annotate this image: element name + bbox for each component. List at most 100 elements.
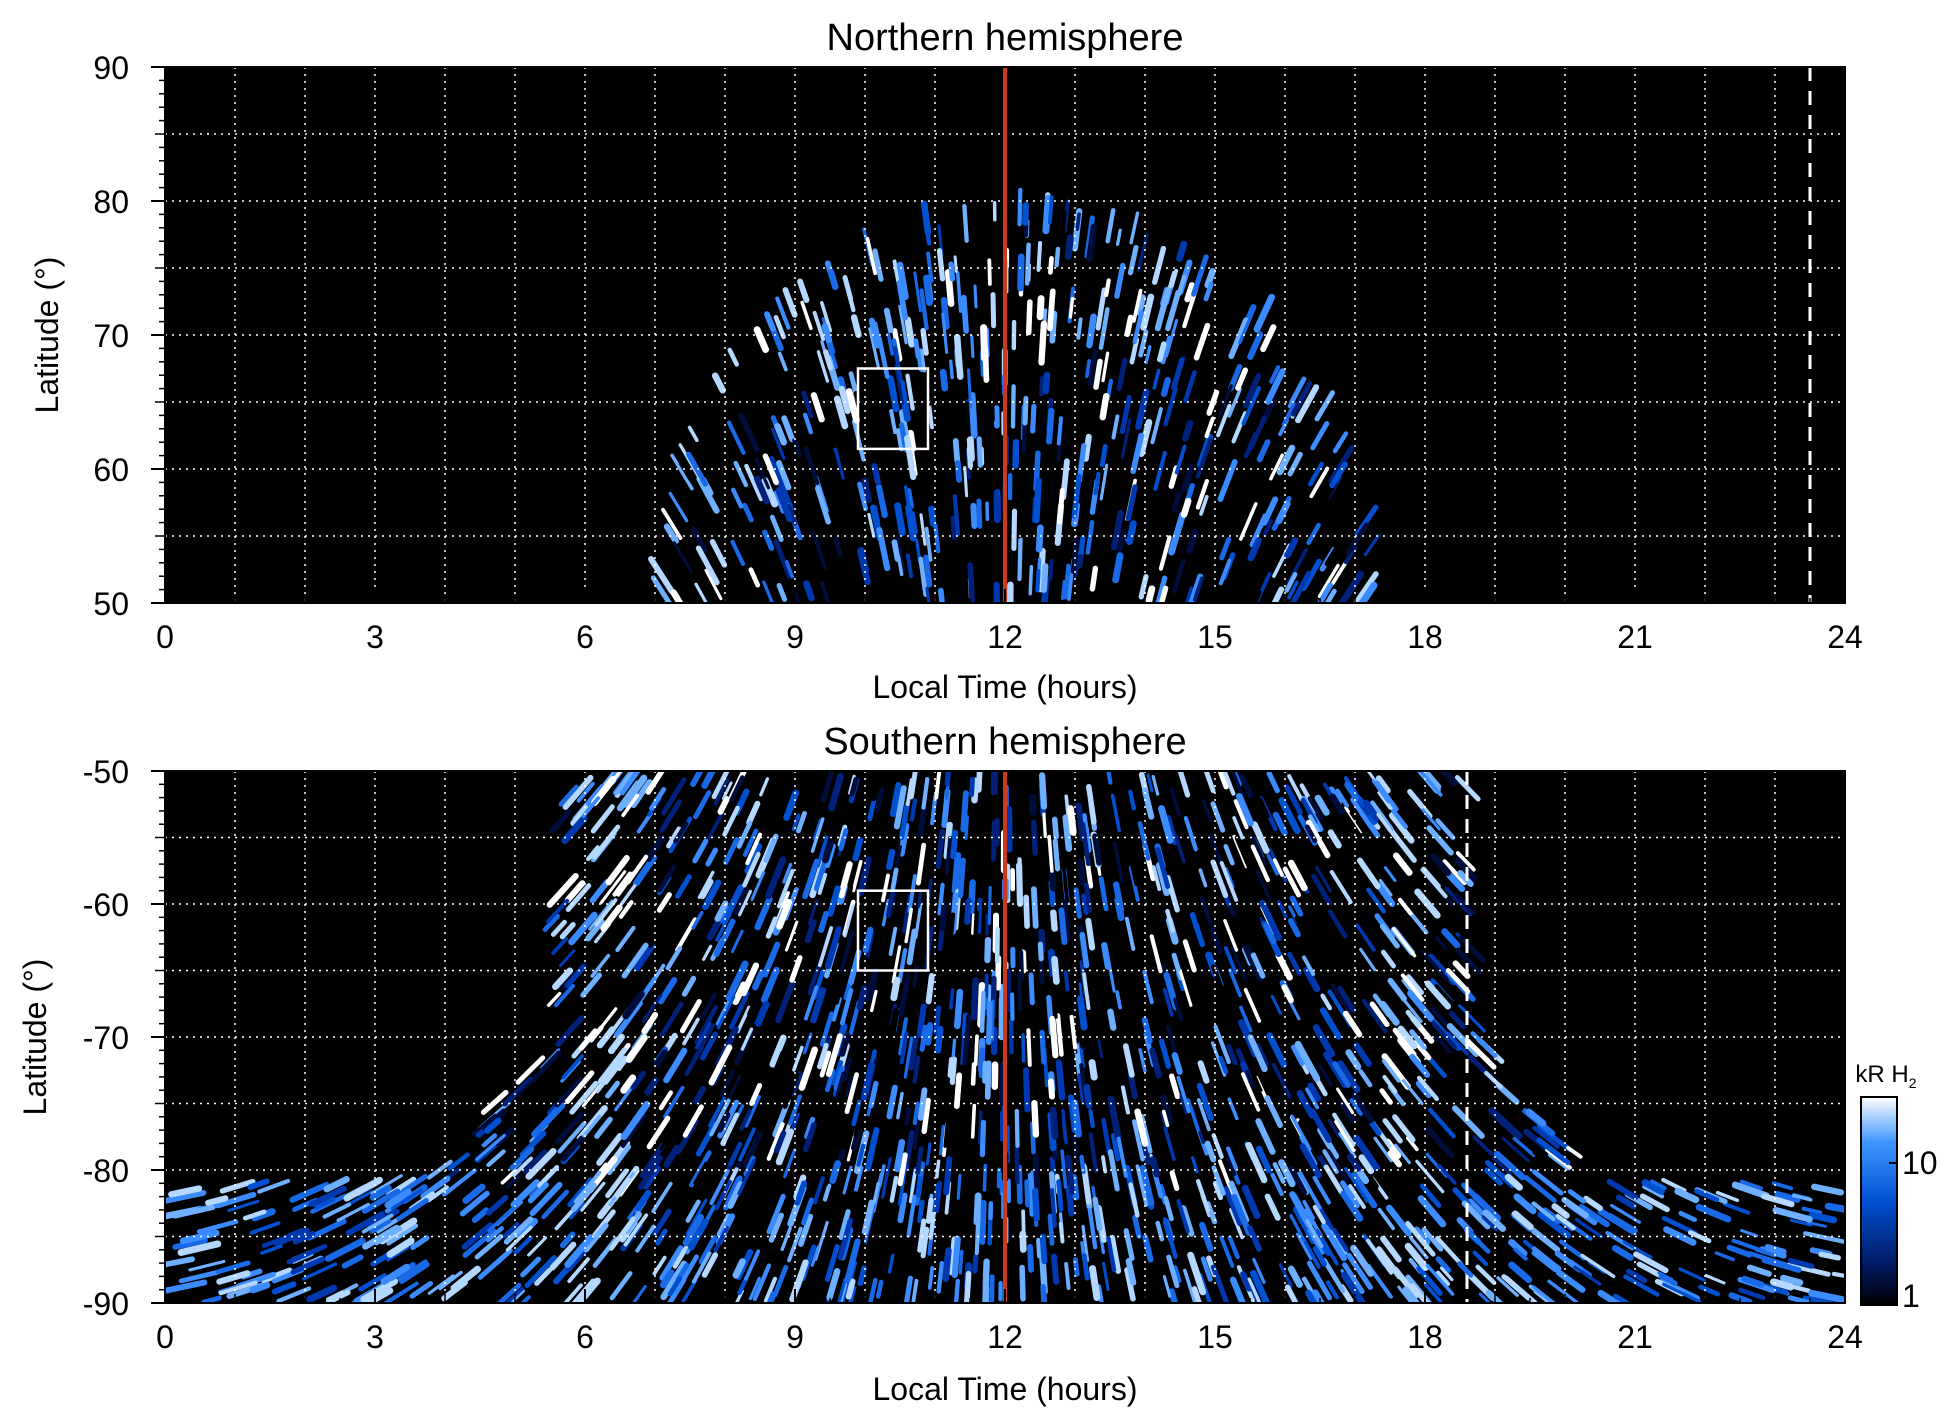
north-heatmap-streak: [1348, 588, 1362, 603]
south-heatmap-streak: [1088, 1108, 1095, 1129]
south-heatmap-streak: [736, 1005, 751, 1034]
south-heatmap-streak: [1284, 784, 1303, 816]
south-heatmap-streak: [1350, 1244, 1374, 1277]
south-heatmap-streak: [854, 1165, 864, 1192]
south-heatmap-streak: [804, 1116, 816, 1140]
south-heatmap-streak: [906, 928, 918, 966]
south-heatmap-streak: [1210, 1041, 1227, 1077]
south-heatmap-streak: [1761, 1257, 1802, 1273]
south-heatmap-streak: [516, 1074, 539, 1097]
north-heatmap-streak: [875, 484, 888, 519]
north-heatmap-streak: [1231, 514, 1246, 541]
south-heatmap-streak: [396, 1198, 429, 1222]
south-heatmap-streak: [1434, 984, 1459, 1010]
south-heatmap-streak: [810, 987, 827, 1024]
south-heatmap-streak: [648, 926, 664, 949]
south-heatmap-streak: [1431, 1021, 1458, 1050]
north-heatmap-streak: [953, 255, 958, 273]
south-heatmap-streak: [1312, 1024, 1336, 1058]
south-heatmap-streak: [1107, 1149, 1120, 1192]
south-heatmap-streak: [891, 945, 902, 984]
south-heatmap-streak: [743, 1155, 756, 1177]
south-heatmap-streak: [1472, 1250, 1489, 1267]
north-heatmap-streak: [803, 446, 820, 486]
north-xlabel: Local Time (hours): [873, 669, 1138, 705]
south-heatmap-streak: [652, 1208, 672, 1236]
south-heatmap-streak: [867, 1277, 878, 1303]
south-heatmap-streak: [685, 1199, 701, 1223]
south-heatmap-streak: [1190, 1156, 1199, 1174]
south-heatmap-streak: [720, 1112, 740, 1147]
south-heatmap-streak: [713, 778, 730, 806]
south-heatmap-streak: [886, 1084, 898, 1120]
south-heatmap-streak: [1787, 1258, 1815, 1269]
south-heatmap-streak: [1299, 1143, 1322, 1179]
south-heatmap-streak: [915, 1176, 923, 1198]
south-heatmap-streak: [708, 1044, 733, 1086]
south-heatmap-streak: [1326, 1224, 1348, 1255]
south-heatmap-streak: [1791, 1193, 1813, 1202]
south-heatmap-streak: [1017, 857, 1023, 895]
north-heatmap-streak: [1075, 212, 1081, 231]
south-heatmap-streak: [276, 1286, 312, 1303]
south-heatmap-streak: [1036, 1237, 1042, 1259]
south-heatmap-streak: [765, 856, 787, 900]
south-heatmap-streak: [1048, 976, 1055, 1008]
north-heatmap-streak: [1354, 504, 1379, 537]
south-heatmap-streak: [621, 793, 640, 818]
south-heatmap-streak: [875, 1279, 884, 1299]
south-heatmap-streak: [1463, 1226, 1491, 1254]
south-heatmap-streak: [1361, 1136, 1376, 1156]
south-heatmap-streak: [927, 1266, 935, 1290]
north-heatmap-streak: [1176, 274, 1187, 297]
north-heatmap-streak: [903, 485, 913, 519]
south-heatmap-streak: [1055, 1059, 1066, 1101]
south-heatmap-streak: [834, 965, 849, 1005]
south-heatmap-streak: [1303, 967, 1321, 992]
south-heatmap-streak: [834, 1071, 845, 1100]
south-heatmap-streak: [825, 946, 836, 970]
south-heatmap-streak: [639, 1142, 666, 1179]
south-heatmap-streak: [803, 985, 819, 1021]
south-heatmap-streak: [512, 1156, 533, 1177]
south-heatmap-streak: [1038, 772, 1048, 810]
south-heatmap-streak: [1362, 799, 1380, 822]
south-heatmap-streak: [1808, 1211, 1838, 1224]
south-heatmap-streak: [1764, 1244, 1787, 1255]
south-heatmap-streak: [969, 776, 975, 798]
south-heatmap-streak: [1037, 941, 1044, 962]
south-heatmap-streak: [1124, 1267, 1136, 1302]
south-heatmap-streak: [1338, 1131, 1357, 1159]
south-heatmap-streak: [531, 1102, 566, 1138]
south-heatmap-streak: [1183, 815, 1198, 852]
south-heatmap-streak: [462, 1228, 497, 1258]
south-heatmap-streak: [1381, 1059, 1401, 1083]
south-heatmap-streak: [1272, 1162, 1286, 1184]
north-heatmap-streak: [695, 545, 720, 586]
south-heatmap-streak: [780, 1226, 792, 1252]
north-heatmap-streak: [861, 477, 873, 503]
south-heatmap-streak: [1405, 1136, 1419, 1152]
south-heatmap-streak: [573, 1170, 602, 1204]
south-heatmap-streak: [1287, 918, 1301, 938]
south-heatmap-streak: [1232, 816, 1244, 840]
north-heatmap-streak: [1037, 547, 1046, 593]
south-heatmap-streak: [1448, 1011, 1467, 1030]
north-heatmap-streak: [1253, 293, 1275, 333]
south-heatmap-streak: [1321, 1222, 1348, 1262]
north-heatmap-streak: [1204, 267, 1216, 289]
north-heatmap-streak: [670, 589, 684, 603]
north-heatmap-streak: [1040, 563, 1049, 593]
north-heatmap-streak: [1171, 490, 1182, 513]
south-heatmap-streak: [1525, 1108, 1547, 1127]
north-heatmap-streak: [1116, 357, 1128, 392]
south-heatmap-streak: [1092, 833, 1103, 866]
south-xtick-label: 6: [576, 1319, 594, 1355]
north-heatmap-streak: [775, 296, 791, 330]
south-heatmap-streak: [358, 1273, 387, 1292]
south-heatmap-streak: [588, 899, 614, 931]
south-heatmap-streak: [388, 1240, 410, 1256]
north-heatmap-streak: [1260, 324, 1277, 353]
north-heatmap-streak: [1195, 438, 1213, 479]
south-heatmap-streak: [613, 1000, 643, 1039]
